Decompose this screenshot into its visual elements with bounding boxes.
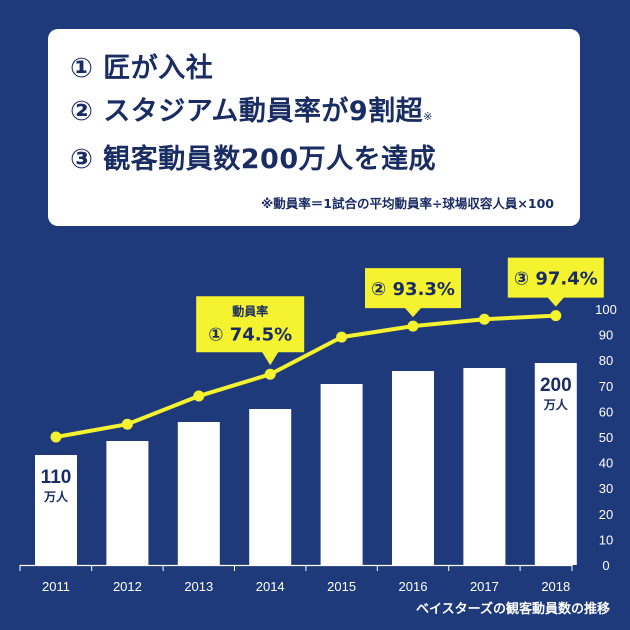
point-2: ② スタジアム動員率が9割超※: [70, 96, 433, 127]
callout-box: [196, 296, 305, 366]
asterisk-mark: ※: [423, 110, 433, 123]
footnote: ※動員率＝1試合の平均動員率÷球場収容人員×100: [261, 196, 554, 211]
y-tick-label: 100: [595, 302, 617, 317]
rate-line: [55, 313, 556, 439]
bar-2016: [392, 371, 434, 565]
bar-2011: [35, 455, 77, 565]
y-tick-label: 50: [599, 430, 613, 445]
y-tick-label: 20: [599, 507, 613, 522]
x-tick-label: 2017: [470, 579, 499, 594]
rate-point-2017: [478, 313, 490, 325]
bar-2017: [463, 368, 506, 565]
rate-point-2012: [121, 418, 133, 430]
callout-caption: 動員率: [232, 303, 268, 318]
bar-value-label: 110: [41, 467, 72, 488]
bar-2013: [177, 422, 220, 565]
x-tick-label: 2016: [399, 579, 428, 594]
y-tick-label: 80: [599, 353, 613, 368]
y-tick-label: 30: [599, 481, 613, 496]
point-3: ③ 観客動員数200万人を達成: [70, 144, 437, 175]
point-1: ① 匠が入社: [70, 53, 214, 84]
x-tick-label: 2011: [42, 579, 70, 594]
bar-2014: [249, 409, 292, 565]
callout-value: ② 93.3%: [371, 279, 455, 300]
y-tick-label: 90: [599, 328, 613, 343]
headline-box: ① 匠が入社 ② スタジアム動員率が9割超※ ③ 観客動員数200万人を達成 ※…: [48, 29, 580, 226]
callout-value: ① 74.5%: [208, 324, 292, 345]
y-tick-label: 40: [599, 456, 613, 471]
x-tick-label: 2014: [256, 579, 285, 594]
y-tick-label: 70: [599, 379, 613, 394]
bar-2015: [320, 384, 363, 565]
rate-point-2013: [193, 390, 205, 402]
bar-value-label: 200: [540, 375, 572, 396]
rate-point-2015: [336, 331, 348, 343]
y-tick-label: 10: [599, 532, 613, 547]
rate-point-2018: [550, 310, 562, 322]
bar-2012: [106, 441, 149, 565]
x-tick-label: 2015: [327, 579, 356, 594]
y-tick-label: 0: [602, 558, 609, 573]
callout-box: [507, 257, 604, 307]
callout-box: [365, 268, 461, 318]
bar-unit-label: 万人: [43, 489, 69, 504]
x-tick-label: 2012: [113, 579, 142, 594]
bar-unit-label: 万人: [543, 397, 569, 412]
x-tick-label: 2018: [541, 579, 570, 594]
x-tick-label: 2013: [184, 579, 213, 594]
callout-value: ③ 97.4%: [514, 269, 598, 290]
bar-2018: [534, 363, 577, 565]
y-tick-label: 60: [599, 404, 613, 419]
rate-point-2014: [264, 368, 276, 380]
rate-point-2011: [50, 431, 62, 443]
chart-caption: ベイスターズの観客動員数の推移: [416, 602, 610, 617]
rate-point-2016: [407, 320, 419, 332]
